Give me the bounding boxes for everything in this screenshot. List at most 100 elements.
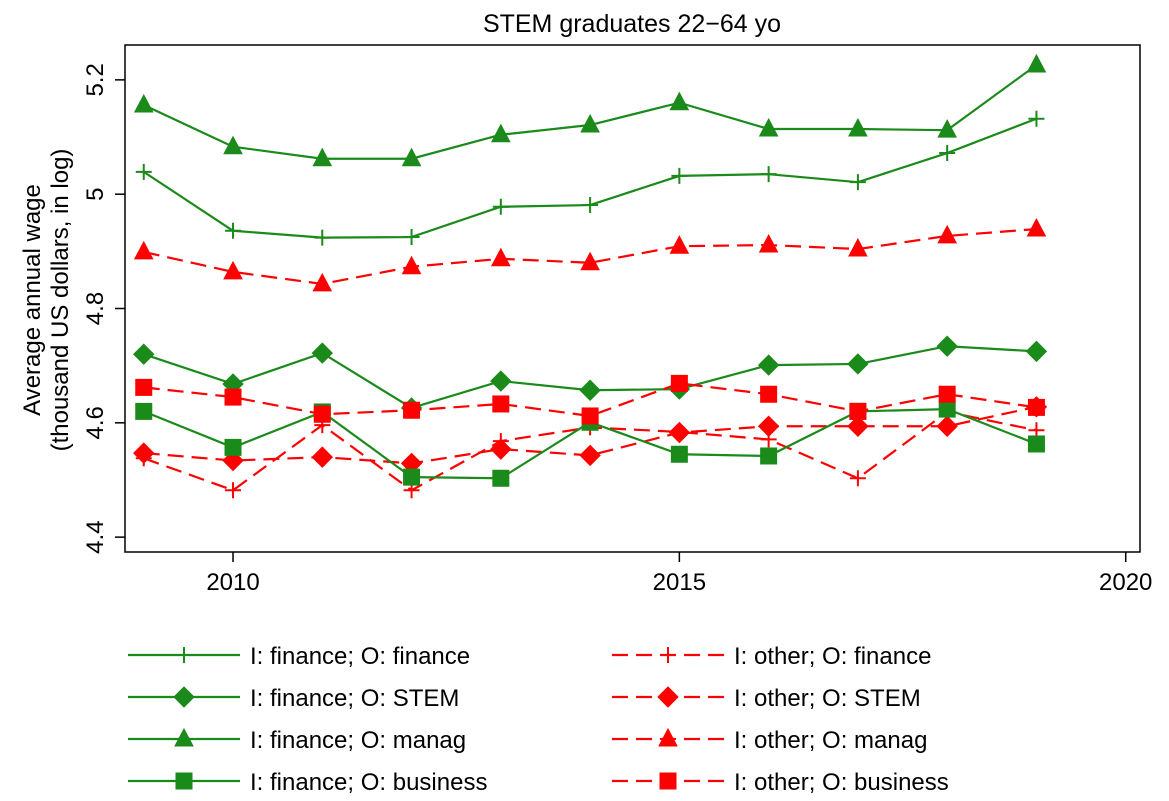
legend-label: I: finance; O: business — [250, 769, 487, 796]
marker — [312, 147, 333, 167]
chart-title: STEM graduates 22−64 yo — [483, 10, 781, 38]
marker — [403, 401, 421, 419]
series-line — [143, 382, 1037, 418]
marker — [401, 255, 422, 275]
marker — [224, 438, 242, 456]
marker — [224, 388, 242, 406]
marker — [403, 468, 421, 486]
marker — [492, 198, 509, 215]
marker — [849, 470, 866, 487]
marker — [223, 260, 243, 280]
marker — [1027, 398, 1045, 416]
marker — [314, 229, 331, 246]
marker — [581, 407, 599, 425]
legend-marker — [173, 686, 195, 708]
y-tick-label: 5.2 — [82, 63, 109, 96]
y-axis-label: (thousand US dollars, in log) — [47, 149, 74, 452]
legend-label: I: other; O: manag — [734, 727, 927, 754]
marker — [225, 482, 242, 499]
y-tick-label: 4.4 — [82, 520, 109, 553]
marker — [758, 233, 779, 253]
marker — [135, 378, 153, 396]
marker — [760, 447, 778, 465]
legend-label: I: other; O: business — [734, 769, 949, 796]
legend-marker — [176, 647, 192, 663]
marker — [670, 445, 688, 463]
marker — [580, 113, 600, 133]
marker — [671, 167, 688, 184]
marker — [1026, 53, 1047, 73]
marker — [223, 135, 243, 155]
marker — [311, 342, 333, 364]
marker — [847, 415, 869, 437]
y-tick-label: 4.6 — [82, 406, 109, 439]
marker — [579, 444, 601, 467]
marker — [669, 235, 690, 254]
x-tick-label: 2020 — [1099, 569, 1152, 596]
y-tick-label: 4.8 — [82, 292, 109, 325]
legend-label: I: finance; O: finance — [250, 643, 470, 670]
plot-frame — [124, 44, 1141, 553]
marker — [1027, 435, 1045, 453]
legend-marker — [175, 772, 193, 790]
marker — [1026, 217, 1047, 237]
marker — [133, 240, 154, 260]
marker — [757, 415, 780, 437]
legend-marker — [174, 727, 194, 747]
marker — [757, 354, 780, 376]
marker — [937, 224, 958, 244]
marker — [849, 402, 867, 420]
marker — [133, 93, 154, 113]
marker — [135, 163, 152, 180]
marker — [848, 237, 868, 257]
marker — [135, 402, 153, 420]
marker — [849, 174, 866, 191]
marker — [848, 117, 868, 137]
legend-marker — [660, 647, 676, 663]
marker — [936, 415, 958, 437]
marker — [938, 385, 956, 403]
marker — [582, 197, 599, 214]
series-line — [143, 405, 1037, 465]
marker — [580, 251, 600, 271]
marker — [936, 335, 958, 357]
marker — [760, 385, 778, 403]
marker — [1028, 110, 1045, 127]
marker — [490, 370, 512, 392]
marker — [937, 119, 958, 138]
legend-marker — [657, 686, 679, 708]
marker — [490, 123, 511, 143]
marker — [225, 222, 242, 239]
marker — [492, 395, 510, 413]
marker — [760, 166, 777, 183]
marker — [939, 145, 956, 162]
legend-label: I: finance; O: STEM — [250, 685, 459, 712]
series-line — [143, 227, 1037, 286]
marker — [938, 400, 956, 418]
legend-label: I: finance; O: manag — [250, 727, 466, 754]
marker — [668, 421, 691, 444]
y-axis-label: Average annual wage — [19, 184, 46, 416]
marker — [490, 438, 512, 460]
marker — [312, 272, 333, 292]
marker — [1025, 340, 1048, 363]
marker — [401, 147, 422, 167]
y-tick-label: 5 — [82, 188, 109, 201]
x-tick-label: 2015 — [653, 569, 706, 596]
marker — [403, 229, 420, 246]
legend-label: I: other; O: STEM — [734, 685, 921, 712]
marker — [133, 343, 155, 365]
marker — [579, 379, 601, 401]
marker — [311, 446, 333, 468]
marker — [847, 353, 869, 375]
marker — [133, 442, 155, 464]
marker — [490, 247, 511, 267]
marker — [670, 374, 688, 392]
marker — [313, 405, 331, 423]
marker — [492, 469, 510, 487]
marker — [669, 91, 690, 111]
marker — [758, 117, 779, 137]
x-tick-label: 2010 — [206, 569, 259, 596]
legend-label: I: other; O: finance — [734, 643, 931, 670]
